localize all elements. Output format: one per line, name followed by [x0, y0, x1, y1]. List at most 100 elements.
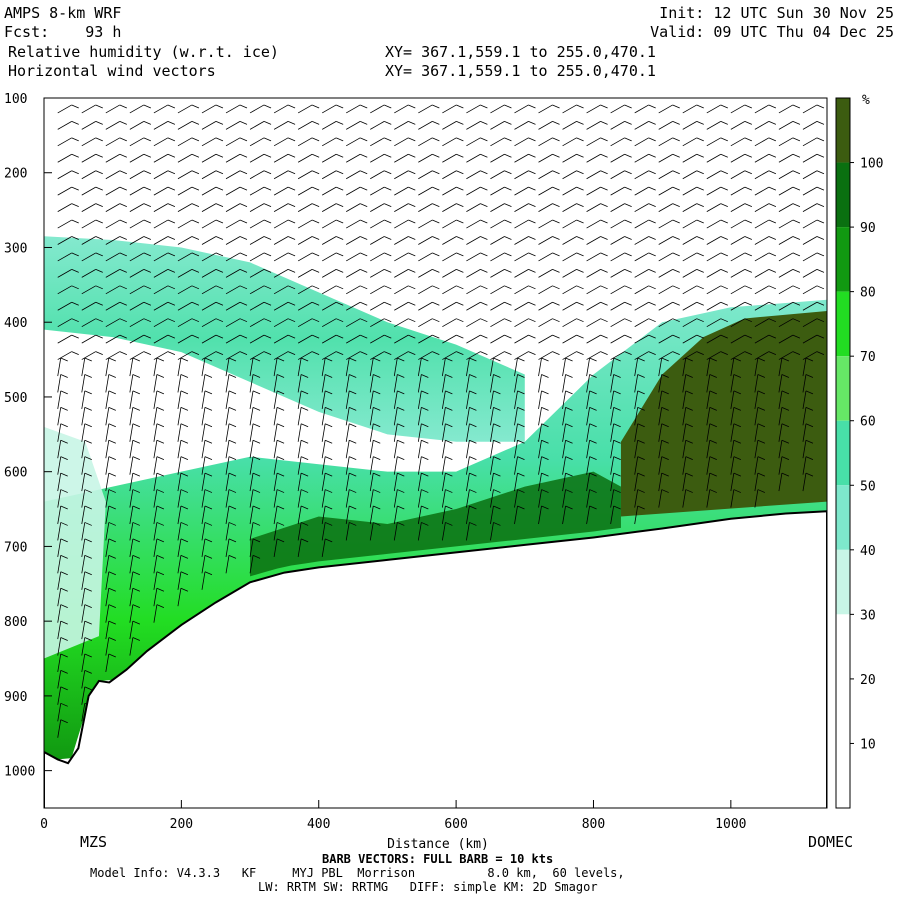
wind-barb	[105, 440, 110, 459]
wind-barb-flag	[648, 252, 656, 257]
colorbar-swatch	[836, 485, 850, 550]
wind-barb	[634, 456, 639, 475]
wind-barb	[538, 137, 553, 147]
wind-barb	[129, 555, 134, 574]
wind-barb	[105, 153, 121, 163]
wind-barb-flag	[276, 472, 285, 477]
wind-barb-flag	[60, 587, 68, 592]
wind-barb	[490, 522, 494, 541]
wind-barb-flag	[397, 406, 405, 411]
wind-barb-flag	[397, 456, 405, 461]
wind-barb-flag	[311, 334, 320, 339]
wind-barb-flag	[456, 236, 464, 240]
wind-barb-flag	[661, 423, 669, 428]
wind-barb	[466, 170, 481, 180]
wind-barb-flag	[263, 334, 272, 339]
y-tick-label: 900	[4, 690, 27, 705]
wind-barb-flag	[709, 374, 717, 378]
wind-barb	[153, 186, 169, 196]
wind-barb	[105, 351, 121, 360]
wind-barb	[658, 285, 673, 295]
wind-barb-flag	[696, 269, 704, 273]
wind-barb	[129, 236, 145, 245]
wind-barb-flag	[156, 357, 165, 362]
wind-barb-flag	[445, 423, 453, 428]
wind-barb	[754, 489, 759, 508]
wind-barb	[297, 505, 302, 525]
wind-barb	[586, 423, 590, 442]
wind-barb	[105, 456, 110, 475]
wind-barb	[802, 440, 807, 459]
wind-barb	[369, 374, 374, 393]
wind-barb-flag	[167, 351, 176, 355]
wind-barb-flag	[672, 153, 680, 158]
wind-barb	[586, 252, 601, 262]
wind-barb	[57, 571, 62, 590]
wind-barb	[514, 219, 529, 229]
wind-barb-flag	[672, 170, 680, 175]
wind-barb	[706, 407, 711, 426]
wind-barb	[321, 538, 326, 557]
wind-barb	[57, 538, 62, 557]
wind-barb-flag	[720, 219, 728, 224]
wind-barb	[466, 351, 481, 360]
wind-barb	[394, 334, 409, 344]
wind-barb	[201, 104, 217, 114]
wind-barb	[57, 703, 62, 722]
wind-barb	[57, 186, 72, 196]
wind-barb-flag	[397, 374, 405, 378]
wind-barb	[730, 186, 746, 196]
wind-barb-flag	[167, 301, 176, 306]
wind-barb-flag	[311, 137, 320, 142]
left-station-label: MZS	[80, 833, 108, 851]
wind-barb	[442, 334, 457, 344]
wind-barb-flag	[228, 439, 237, 444]
wind-barb	[129, 104, 145, 114]
wind-barb	[634, 407, 639, 426]
wind-barb-flag	[60, 620, 68, 625]
wind-barb	[105, 374, 110, 393]
wind-barb	[466, 203, 481, 212]
wind-barb	[490, 456, 494, 475]
wind-barb-flag	[517, 374, 525, 378]
wind-barb	[201, 505, 206, 525]
wind-barb-flag	[648, 301, 656, 306]
wind-barb-flag	[648, 318, 656, 323]
wind-barb	[297, 456, 302, 475]
wind-barb	[562, 318, 577, 328]
wind-barb	[538, 252, 553, 262]
wind-barb-flag	[336, 318, 344, 323]
wind-barb-flag	[300, 456, 309, 461]
wind-barb-flag	[287, 219, 296, 224]
wind-barb	[538, 153, 553, 163]
wind-barb	[177, 236, 193, 245]
wind-barb	[81, 456, 86, 475]
wind-barb	[802, 186, 818, 196]
wind-barb	[225, 219, 241, 229]
wind-barb	[321, 219, 337, 229]
wind-barb-flag	[504, 351, 512, 355]
wind-barb	[658, 104, 673, 114]
wind-barb	[225, 489, 230, 508]
wind-barb	[586, 285, 601, 295]
wind-barb-flag	[480, 121, 488, 125]
wind-barb-flag	[336, 104, 344, 109]
wind-barb	[514, 121, 529, 130]
wind-barb-flag	[744, 104, 752, 109]
wind-barb	[153, 423, 158, 442]
wind-barb-flag	[816, 219, 825, 224]
wind-barb-flag	[445, 472, 453, 477]
wind-barb	[778, 357, 783, 377]
wind-barb-flag	[373, 390, 381, 395]
wind-barb	[81, 334, 96, 344]
wind-barb	[370, 203, 385, 212]
wind-barb-flag	[504, 104, 512, 109]
wind-barb-flag	[156, 571, 165, 576]
wind-barb	[81, 186, 96, 196]
wind-barb	[514, 440, 518, 459]
wind-barb	[490, 423, 494, 442]
wind-barb-flag	[565, 357, 573, 362]
wind-barb	[393, 505, 398, 525]
wind-barb	[129, 285, 145, 295]
wind-barb	[225, 374, 230, 393]
